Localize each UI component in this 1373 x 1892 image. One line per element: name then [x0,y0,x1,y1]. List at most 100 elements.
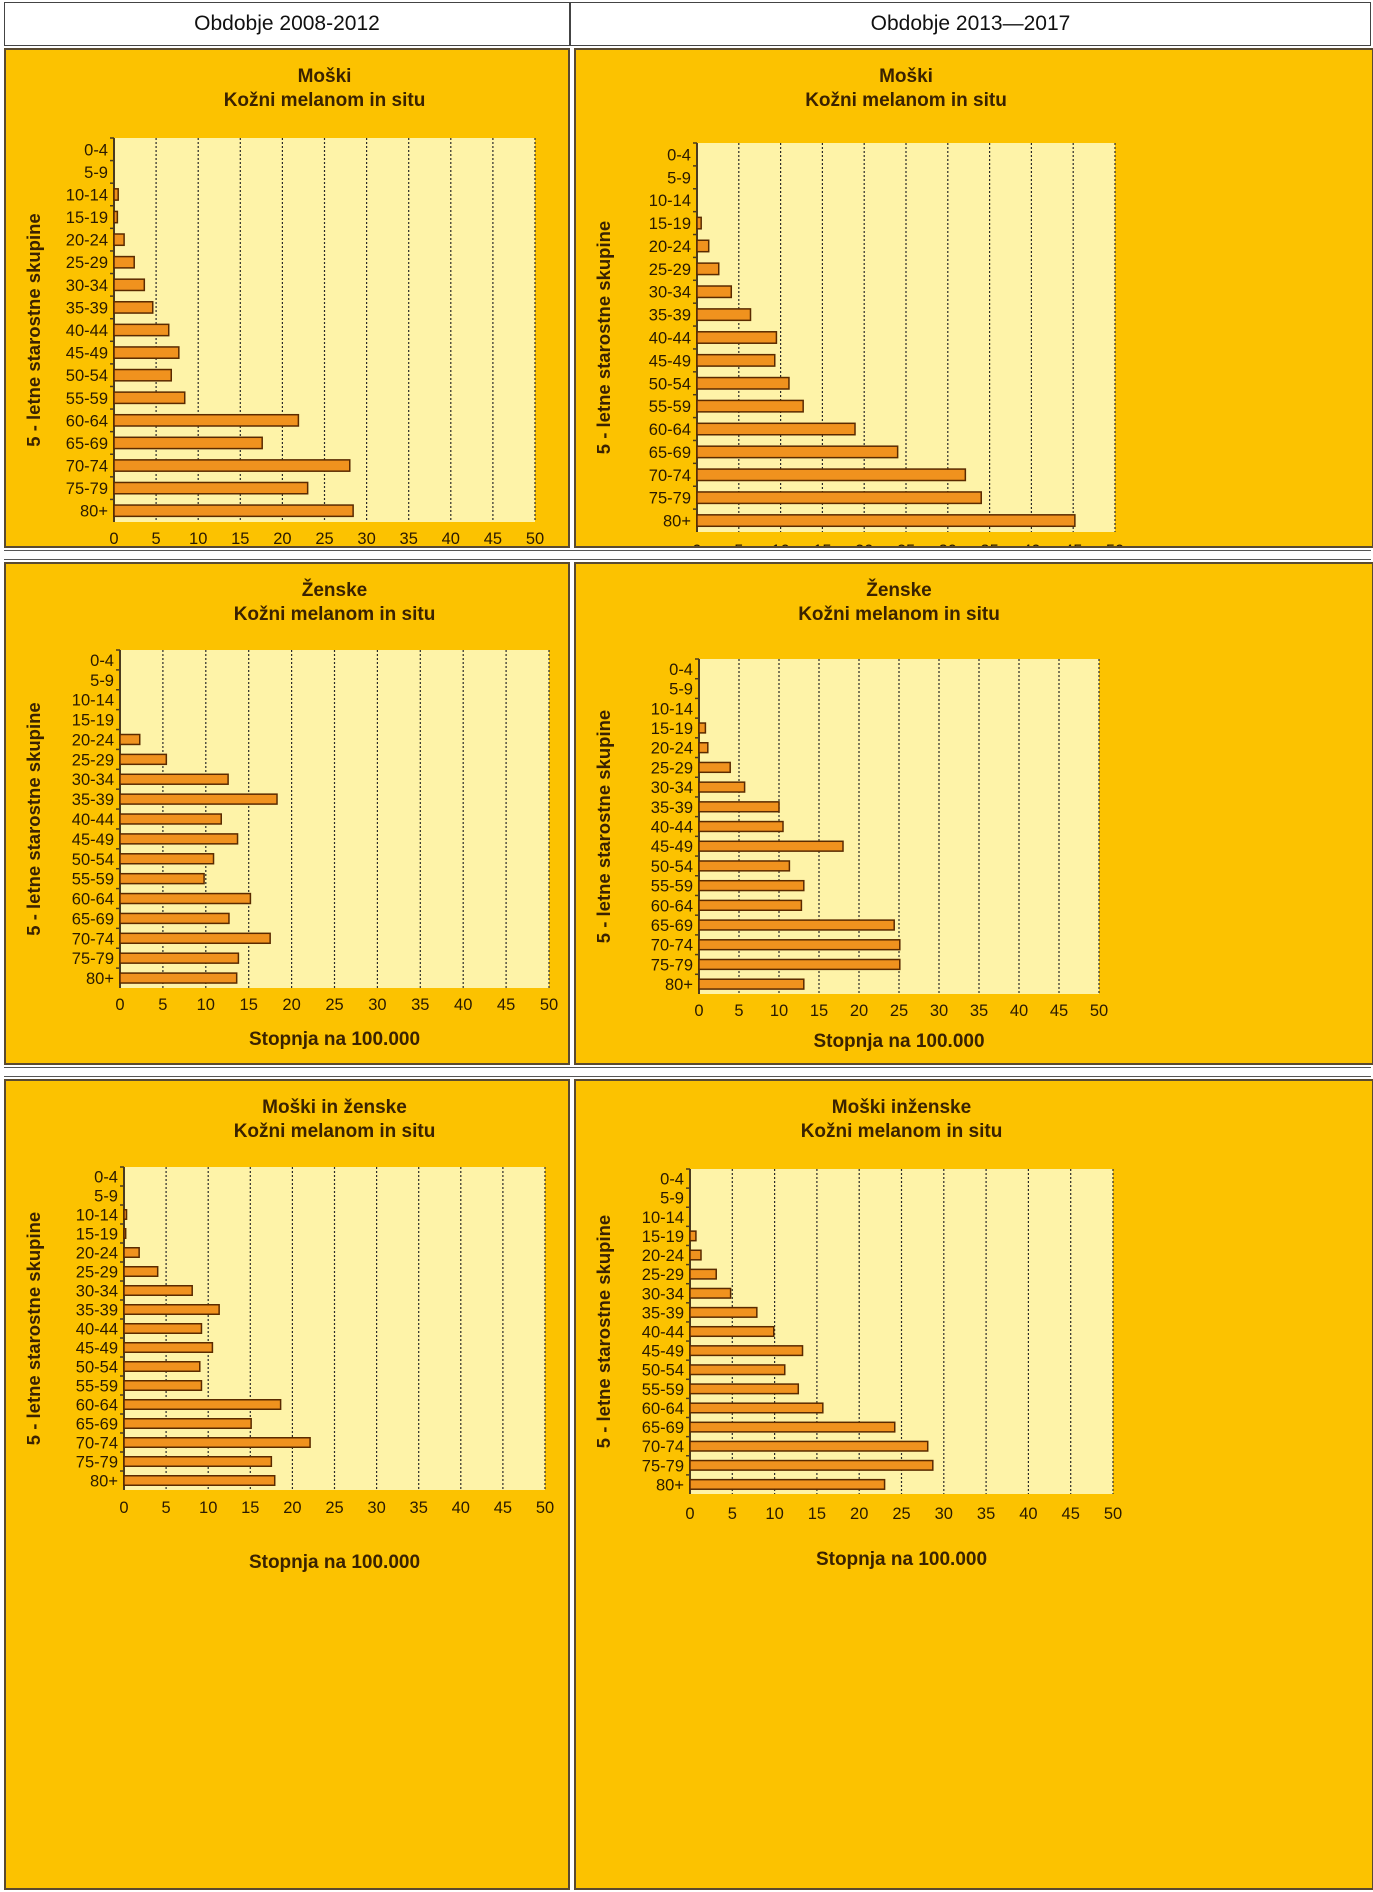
chart-panel-all-2008-2012: Moški in ženske Kožni melanom in situ 0-4 5… [4,1079,570,1890]
bar-40-44 [123,1323,203,1334]
bar-55-59 [123,1380,203,1391]
x-tick-label: 50 [1106,542,1124,548]
category-label: 15-19 [72,712,114,730]
x-tick-label: 30 [930,1002,948,1020]
chart-subtitle: Kožni melanom in situ [224,90,426,111]
category-label: 75-79 [66,480,108,498]
category-label: 80+ [656,1476,684,1494]
x-tick-label: 45 [494,1499,512,1517]
x-tick-label: 50 [1104,1505,1122,1523]
chart-title: Ženske [302,579,367,601]
bar-65-69 [698,919,895,931]
chart-title: Moški [298,66,352,87]
bar-80+ [113,504,354,518]
category-label: 10-14 [649,192,691,210]
x-tick-label: 45 [1050,1002,1068,1020]
chart-title: Moški in ženske [262,1097,407,1118]
category-label: 25-29 [76,1264,118,1282]
x-axis-label: Stopnja na 100.000 [249,1552,420,1573]
row-separator [4,1067,1371,1077]
category-label: 60-64 [642,1400,684,1418]
period-header-2013-2017: Obdobje 2013—2017 [570,2,1371,46]
category-label: 30-34 [651,779,693,797]
x-tick-label: 5 [734,1002,743,1020]
x-tick-label: 10 [770,1002,788,1020]
category-label: 5-9 [669,681,693,699]
category-label: 40-44 [649,330,691,348]
category-label: 10-14 [66,186,108,204]
y-axis-label: 5 - letne starostne skupine [23,702,44,935]
category-label: 70-74 [76,1435,118,1453]
category-label: 15-19 [76,1226,118,1244]
category-label: 55-59 [72,871,114,889]
bar-55-59 [698,879,805,892]
category-label: 65-69 [76,1416,118,1434]
chart-subtitle: Kožni melanom in situ [805,90,1007,111]
x-tick-label: 30 [368,996,386,1014]
category-label: 10-14 [642,1209,684,1227]
bar-75-79 [113,481,309,495]
bar-10-14 [113,188,119,201]
x-tick-label: 35 [970,1002,988,1020]
x-tick-label: 5 [162,1499,171,1517]
category-label: 5-9 [90,672,114,690]
chart-title: Moški inženske [832,1097,971,1118]
bar-15-19 [696,216,702,230]
category-label: 35-39 [72,791,114,809]
category-label: 30-34 [72,771,114,789]
chart-men-2008-2012: Moški Kožni melanom in situ 0-4 5-9 10-14 15-… [6,50,568,548]
category-label: 30-34 [649,284,691,302]
x-tick-label: 10 [199,1499,217,1517]
bar-50-54 [123,1361,201,1372]
x-tick-label: 40 [1010,1002,1028,1020]
category-label: 15-19 [649,215,691,233]
bar-60-64 [123,1399,282,1410]
x-tick-label: 15 [241,1499,259,1517]
x-tick-label: 35 [977,1505,995,1523]
bar-50-54 [698,860,791,872]
category-label: 20-24 [649,238,691,256]
x-tick-label: 15 [808,1505,826,1523]
x-tick-label: 25 [325,1499,343,1517]
category-label: 45-49 [72,831,114,849]
y-axis-label: 5 - letne starostne skupine [593,1215,614,1448]
bar-20-24 [689,1249,702,1261]
category-label: 40-44 [72,811,114,829]
x-tick-label: 20 [282,996,300,1014]
category-label: 60-64 [66,412,108,430]
bar-30-34 [689,1287,732,1299]
category-label: 40-44 [66,322,108,340]
bar-45-49 [689,1345,804,1357]
bar-20-24 [696,239,710,253]
category-label: 70-74 [642,1438,684,1456]
category-label: 55-59 [76,1378,118,1396]
bar-30-34 [698,781,746,793]
x-tick-label: 50 [1090,1002,1108,1020]
category-label: 0-4 [667,146,691,164]
bar-35-39 [698,801,780,813]
category-label: 50-54 [642,1362,684,1380]
category-label: 55-59 [642,1381,684,1399]
bar-35-39 [689,1306,758,1318]
x-tick-label: 30 [357,530,375,548]
y-axis-label: 5 - letne starostne skupine [593,710,614,943]
bar-25-29 [119,753,168,766]
x-tick-label: 30 [367,1499,385,1517]
x-tick-label: 0 [109,530,118,548]
category-label: 20-24 [642,1247,684,1265]
bar-55-59 [689,1383,800,1395]
category-label: 25-29 [72,751,114,769]
x-tick-label: 0 [119,1499,128,1517]
bar-45-49 [698,840,844,852]
category-label: 55-59 [649,398,691,416]
chart-subtitle: Kožni melanom in situ [801,1121,1003,1142]
x-tick-label: 35 [410,1499,428,1517]
chart-subtitle: Kožni melanom in situ [234,1121,436,1142]
category-label: 35-39 [649,307,691,325]
period-header-2008-2012: Obdobje 2008-2012 [4,2,570,46]
chart-title: Ženske [866,579,931,601]
bar-20-24 [698,742,709,754]
bar-15-19 [698,722,707,734]
bar-65-69 [696,445,899,459]
